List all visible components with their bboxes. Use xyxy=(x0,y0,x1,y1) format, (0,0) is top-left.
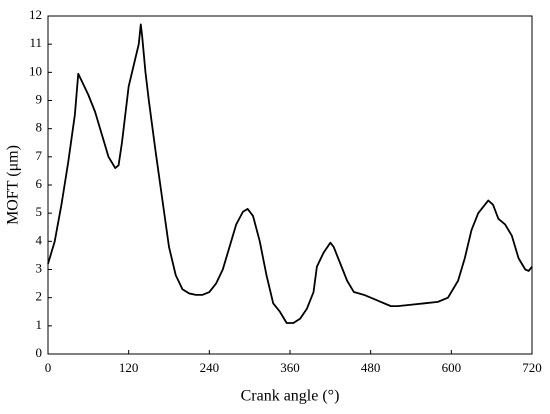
y-tick-label: 3 xyxy=(36,260,43,275)
y-tick-label: 2 xyxy=(36,289,43,304)
x-tick-label: 120 xyxy=(119,360,139,375)
y-tick-label: 11 xyxy=(29,35,42,50)
y-tick-label: 9 xyxy=(36,91,43,106)
plot-frame xyxy=(47,15,533,355)
x-tick-label: 480 xyxy=(361,360,381,375)
y-tick-label: 8 xyxy=(36,120,43,135)
y-tick-label: 1 xyxy=(36,317,43,332)
y-tick-label: 0 xyxy=(36,345,43,360)
x-tick-label: 360 xyxy=(280,360,300,375)
x-axis-title: Crank angle (°) xyxy=(241,388,340,405)
y-tick-label: 5 xyxy=(36,204,43,219)
y-tick-label: 6 xyxy=(36,176,43,191)
x-tick-label: 240 xyxy=(200,360,220,375)
y-axis-title: MOFT (μm) xyxy=(5,145,22,225)
x-tick-label: 600 xyxy=(442,360,462,375)
y-tick-label: 12 xyxy=(29,7,42,22)
x-tick-label: 0 xyxy=(45,360,52,375)
data-line xyxy=(47,23,533,324)
y-tick-label: 7 xyxy=(36,148,43,163)
x-tick-label: 720 xyxy=(522,360,542,375)
y-tick-label: 10 xyxy=(29,63,42,78)
y-tick-label: 4 xyxy=(36,232,43,247)
